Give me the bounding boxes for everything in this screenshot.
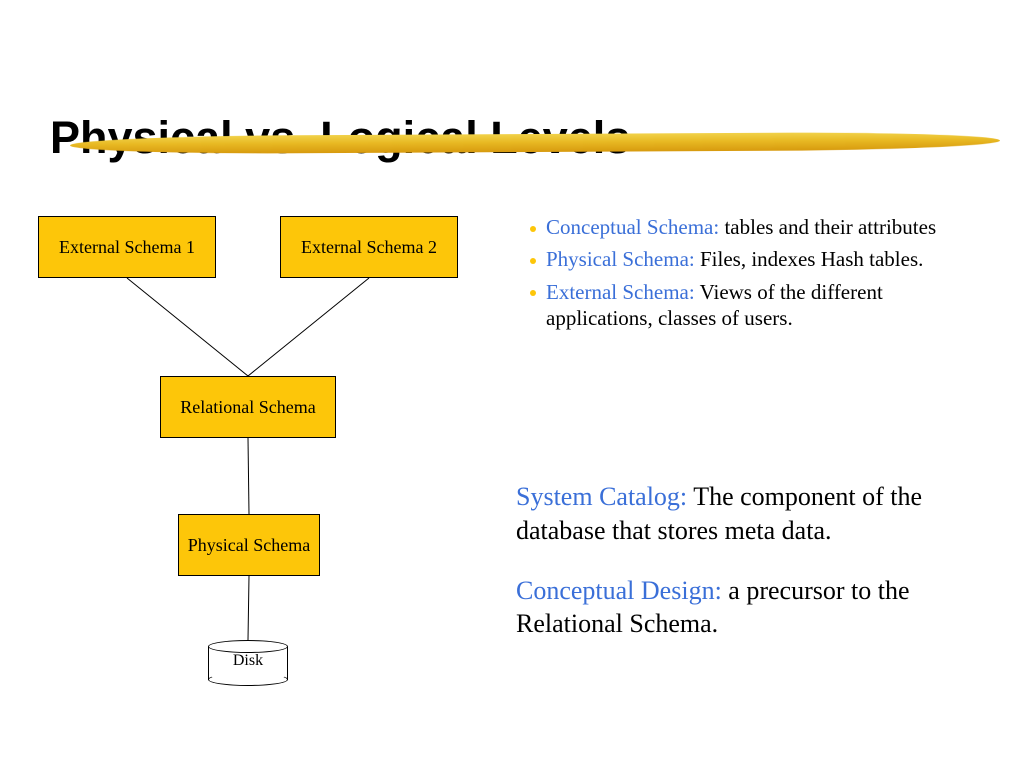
node-phys: Physical Schema [178, 514, 320, 576]
bullet-item: Conceptual Schema: tables and their attr… [530, 214, 980, 240]
node-ext1: External Schema 1 [38, 216, 216, 278]
para-term: Conceptual Design: [516, 576, 722, 605]
disk-label: Disk [208, 652, 288, 670]
bullet-term: External Schema: [546, 280, 695, 304]
paragraph: System Catalog: The component of the dat… [516, 480, 996, 548]
bullet-dot-icon [530, 258, 536, 264]
bullet-list: Conceptual Schema: tables and their attr… [530, 214, 980, 337]
bullet-item: Physical Schema: Files, indexes Hash tab… [530, 246, 980, 272]
node-ext2: External Schema 2 [280, 216, 458, 278]
paragraphs: System Catalog: The component of the dat… [516, 480, 996, 667]
bullet-term: Conceptual Schema: [546, 215, 719, 239]
bullet-def: Files, indexes Hash tables. [695, 247, 924, 271]
paragraph: Conceptual Design: a precursor to the Re… [516, 574, 996, 642]
bullet-item: External Schema: Views of the different … [530, 279, 980, 332]
para-term: System Catalog: [516, 482, 687, 511]
bullet-def: tables and their attributes [719, 215, 936, 239]
bullet-dot-icon [530, 290, 536, 296]
slide: Physical vs. Logical Levels Conceptual S… [0, 0, 1024, 768]
bullet-term: Physical Schema: [546, 247, 695, 271]
node-rel: Relational Schema [160, 376, 336, 438]
bullet-dot-icon [530, 226, 536, 232]
node-disk: Disk [208, 640, 288, 686]
